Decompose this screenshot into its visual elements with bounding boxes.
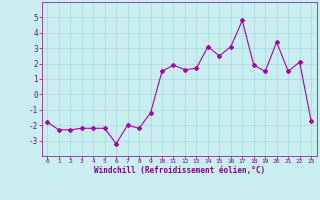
X-axis label: Windchill (Refroidissement éolien,°C): Windchill (Refroidissement éolien,°C) xyxy=(94,166,265,175)
